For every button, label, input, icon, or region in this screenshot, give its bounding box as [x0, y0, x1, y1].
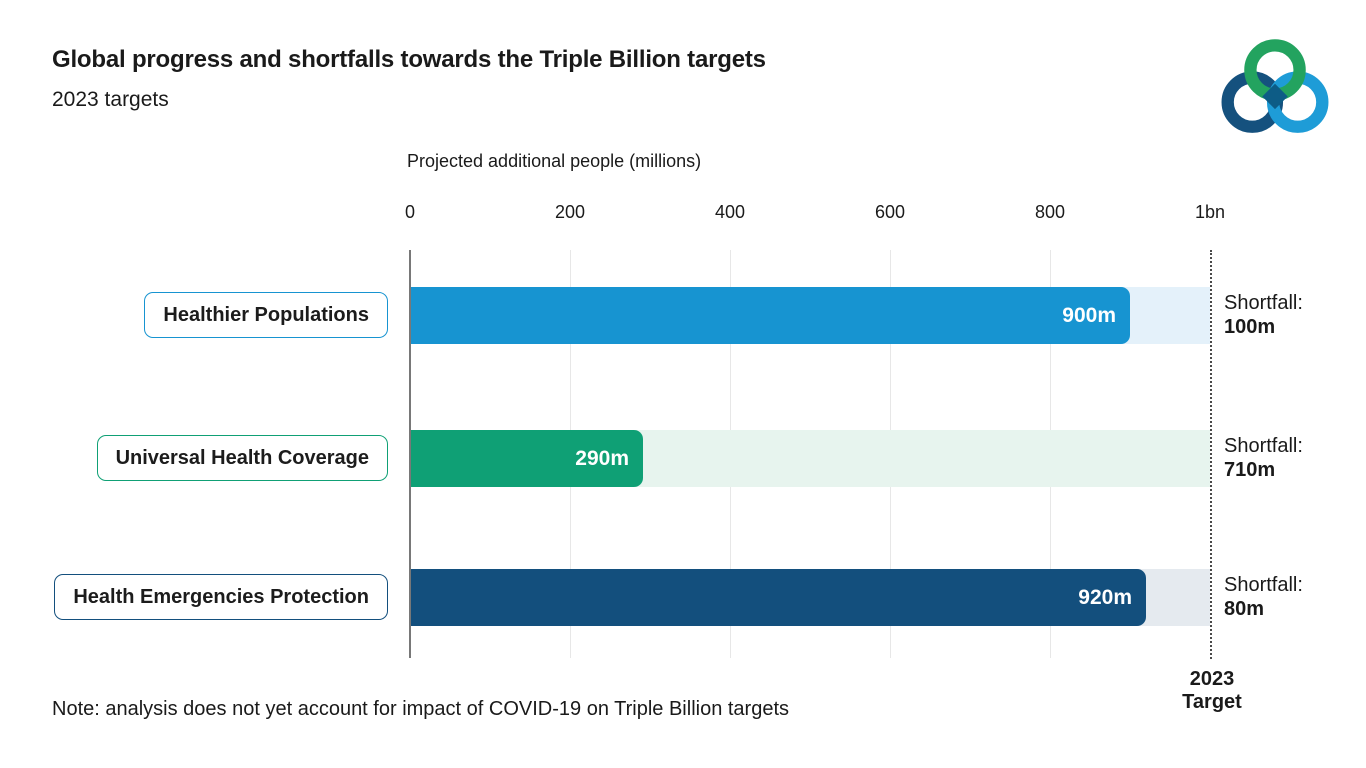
- shortfall-title: Shortfall:: [1224, 292, 1303, 314]
- shortfall-value: 80m: [1224, 598, 1265, 620]
- bar-value-label: 920m: [1078, 585, 1132, 609]
- page-subtitle: 2023 targets: [52, 88, 169, 111]
- shortfall-label: Shortfall: 710m: [1224, 434, 1303, 482]
- shortfall-value: 100m: [1224, 316, 1276, 338]
- bar-track: 920m: [411, 569, 1210, 626]
- bar-track: 290m: [411, 430, 1210, 487]
- bar-fill: 900m: [411, 287, 1130, 344]
- target-flag-word: Target: [1182, 691, 1242, 713]
- target-flag: 2023 Target: [1182, 668, 1242, 714]
- y-axis-line: [409, 250, 411, 658]
- x-tick-1bn: 1bn: [1194, 202, 1226, 222]
- bar-track: 900m: [411, 287, 1210, 344]
- target-flag-year: 2023: [1189, 668, 1235, 690]
- bar-fill: 920m: [411, 569, 1146, 626]
- x-tick-800: 800: [1034, 202, 1066, 222]
- shortfall-title: Shortfall:: [1224, 435, 1303, 457]
- category-label: Healthier Populations: [144, 292, 388, 338]
- x-tick-600: 600: [874, 202, 906, 222]
- bar-fill: 290m: [411, 430, 643, 487]
- bar-value-label: 290m: [575, 446, 629, 470]
- triple-billion-rings-logo: [1221, 39, 1329, 133]
- x-tick-200: 200: [554, 202, 586, 222]
- shortfall-title: Shortfall:: [1224, 574, 1303, 596]
- x-axis-title: Projected additional people (millions): [407, 151, 702, 171]
- x-tick-0: 0: [404, 202, 416, 222]
- shortfall-label: Shortfall: 100m: [1224, 291, 1303, 339]
- shortfall-label: Shortfall: 80m: [1224, 573, 1303, 621]
- category-label: Health Emergencies Protection: [54, 574, 388, 620]
- x-tick-400: 400: [714, 202, 746, 222]
- shortfall-value: 710m: [1224, 459, 1276, 481]
- footnote: Note: analysis does not yet account for …: [52, 698, 790, 720]
- category-label: Universal Health Coverage: [96, 435, 388, 481]
- bar-value-label: 900m: [1062, 303, 1116, 327]
- page-title: Global progress and shortfalls towards t…: [52, 46, 766, 73]
- target-dotted-line: [1210, 250, 1212, 659]
